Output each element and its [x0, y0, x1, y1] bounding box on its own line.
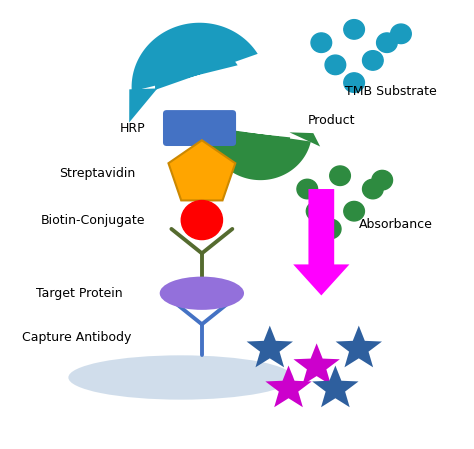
Polygon shape: [293, 189, 349, 295]
Polygon shape: [209, 129, 311, 180]
Circle shape: [391, 24, 411, 44]
Text: TMB Substrate: TMB Substrate: [345, 85, 437, 98]
Circle shape: [344, 20, 365, 39]
Circle shape: [344, 73, 365, 92]
Circle shape: [344, 202, 365, 221]
Circle shape: [311, 33, 332, 53]
Circle shape: [306, 202, 327, 221]
Polygon shape: [290, 132, 320, 146]
Polygon shape: [265, 365, 312, 407]
Circle shape: [181, 201, 222, 240]
Circle shape: [363, 51, 383, 70]
Polygon shape: [132, 23, 258, 92]
Polygon shape: [336, 326, 382, 367]
Circle shape: [363, 179, 383, 199]
Text: Capture Antibody: Capture Antibody: [21, 331, 131, 344]
Polygon shape: [312, 365, 358, 407]
Circle shape: [330, 166, 350, 185]
Ellipse shape: [68, 355, 293, 400]
Text: Product: Product: [307, 114, 355, 127]
Polygon shape: [246, 326, 293, 367]
Circle shape: [325, 55, 346, 75]
FancyBboxPatch shape: [163, 110, 236, 146]
Circle shape: [372, 171, 392, 190]
Polygon shape: [129, 88, 157, 123]
Circle shape: [320, 219, 341, 239]
Polygon shape: [293, 343, 340, 385]
Circle shape: [297, 179, 318, 199]
Text: Streptavidin: Streptavidin: [59, 167, 135, 180]
Ellipse shape: [160, 277, 244, 310]
Text: Absorbance: Absorbance: [359, 218, 433, 231]
Text: Target Protein: Target Protein: [36, 287, 122, 300]
Circle shape: [377, 33, 397, 53]
Polygon shape: [168, 140, 235, 200]
Text: HRP: HRP: [120, 122, 146, 135]
Text: Biotin-Conjugate: Biotin-Conjugate: [40, 214, 145, 227]
